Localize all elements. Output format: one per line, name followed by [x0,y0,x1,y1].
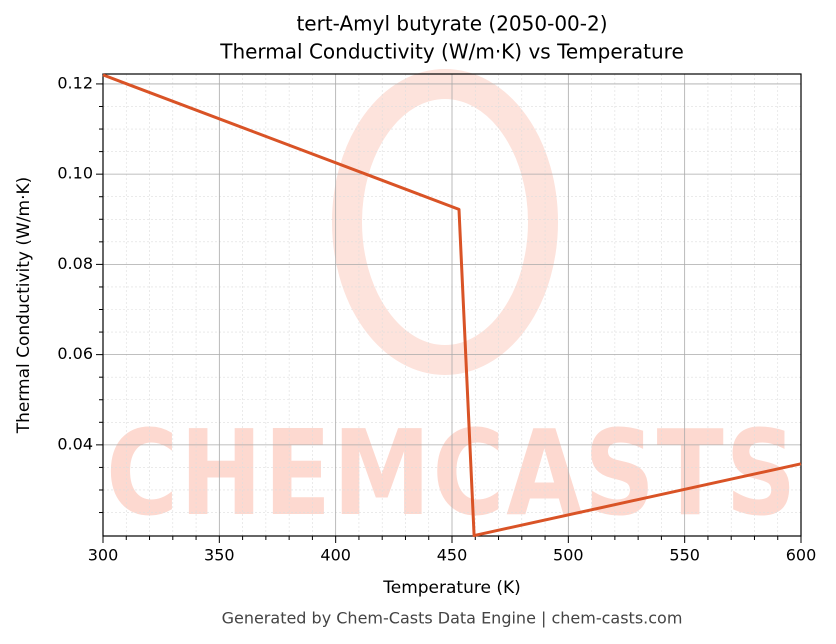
y-axis-label: Thermal Conductivity (W/m·K) [14,177,34,435]
watermark-logo [332,69,558,375]
watermark: CHEMCASTS [106,404,798,542]
x-tick-label: 600 [786,546,817,565]
chart-subtitle: Thermal Conductivity (W/m·K) vs Temperat… [219,40,684,64]
y-tick-label: 0.06 [57,344,93,363]
y-tick-label: 0.10 [57,164,93,183]
chart-title: tert-Amyl butyrate (2050-00-2) [296,12,607,36]
x-tick-label: 400 [320,546,351,565]
plot-frame [102,73,802,537]
x-tick-label: 550 [669,546,700,565]
data-line [102,73,802,538]
footer: Generated by Chem-Casts Data Engine | ch… [222,609,683,628]
x-tick-label: 500 [553,546,584,565]
y-tick-label: 0.04 [57,434,93,453]
x-tick-label: 350 [204,546,235,565]
y-tick-label: 0.12 [57,73,93,92]
x-axis-label: Temperature (K) [382,578,521,598]
x-tick-label: 450 [437,546,468,565]
x-tick-label: 300 [88,546,119,565]
y-tick-label: 0.08 [57,254,93,273]
